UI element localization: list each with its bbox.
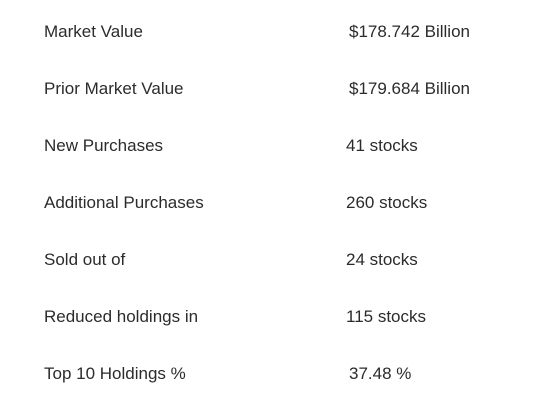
stat-row-prior-market-value: Prior Market Value $179.684 Billion — [0, 74, 548, 104]
stat-row-reduced-holdings: Reduced holdings in 115 stocks — [0, 302, 548, 332]
stat-label: New Purchases — [44, 136, 164, 155]
stat-row-market-value: Market Value $178.742 Billion — [0, 17, 548, 47]
stat-value: 24 stocks — [346, 250, 418, 269]
stat-row-additional-purchases: Additional Purchases 260 stocks — [0, 188, 548, 218]
stat-row-sold-out-of: Sold out of 24 stocks — [0, 245, 548, 275]
stat-label: Additional Purchases — [44, 193, 204, 212]
stat-value: 37.48 % — [349, 364, 412, 383]
stat-row-new-purchases: New Purchases 41 stocks — [0, 131, 548, 161]
stat-label: Market Value — [44, 22, 143, 41]
stat-label: Prior Market Value — [44, 79, 184, 98]
stat-value: 41 stocks — [346, 136, 418, 155]
stat-row-top-10-holdings: Top 10 Holdings % 37.48 % — [0, 359, 548, 389]
stat-label: Sold out of — [44, 250, 126, 269]
stat-value: 115 stocks — [346, 307, 427, 326]
stat-label: Top 10 Holdings % — [44, 364, 186, 383]
stat-value: $179.684 Billion — [349, 79, 470, 98]
stat-value: 260 stocks — [346, 193, 428, 212]
stat-value: $178.742 Billion — [349, 22, 470, 41]
stat-label: Reduced holdings in — [44, 307, 199, 326]
